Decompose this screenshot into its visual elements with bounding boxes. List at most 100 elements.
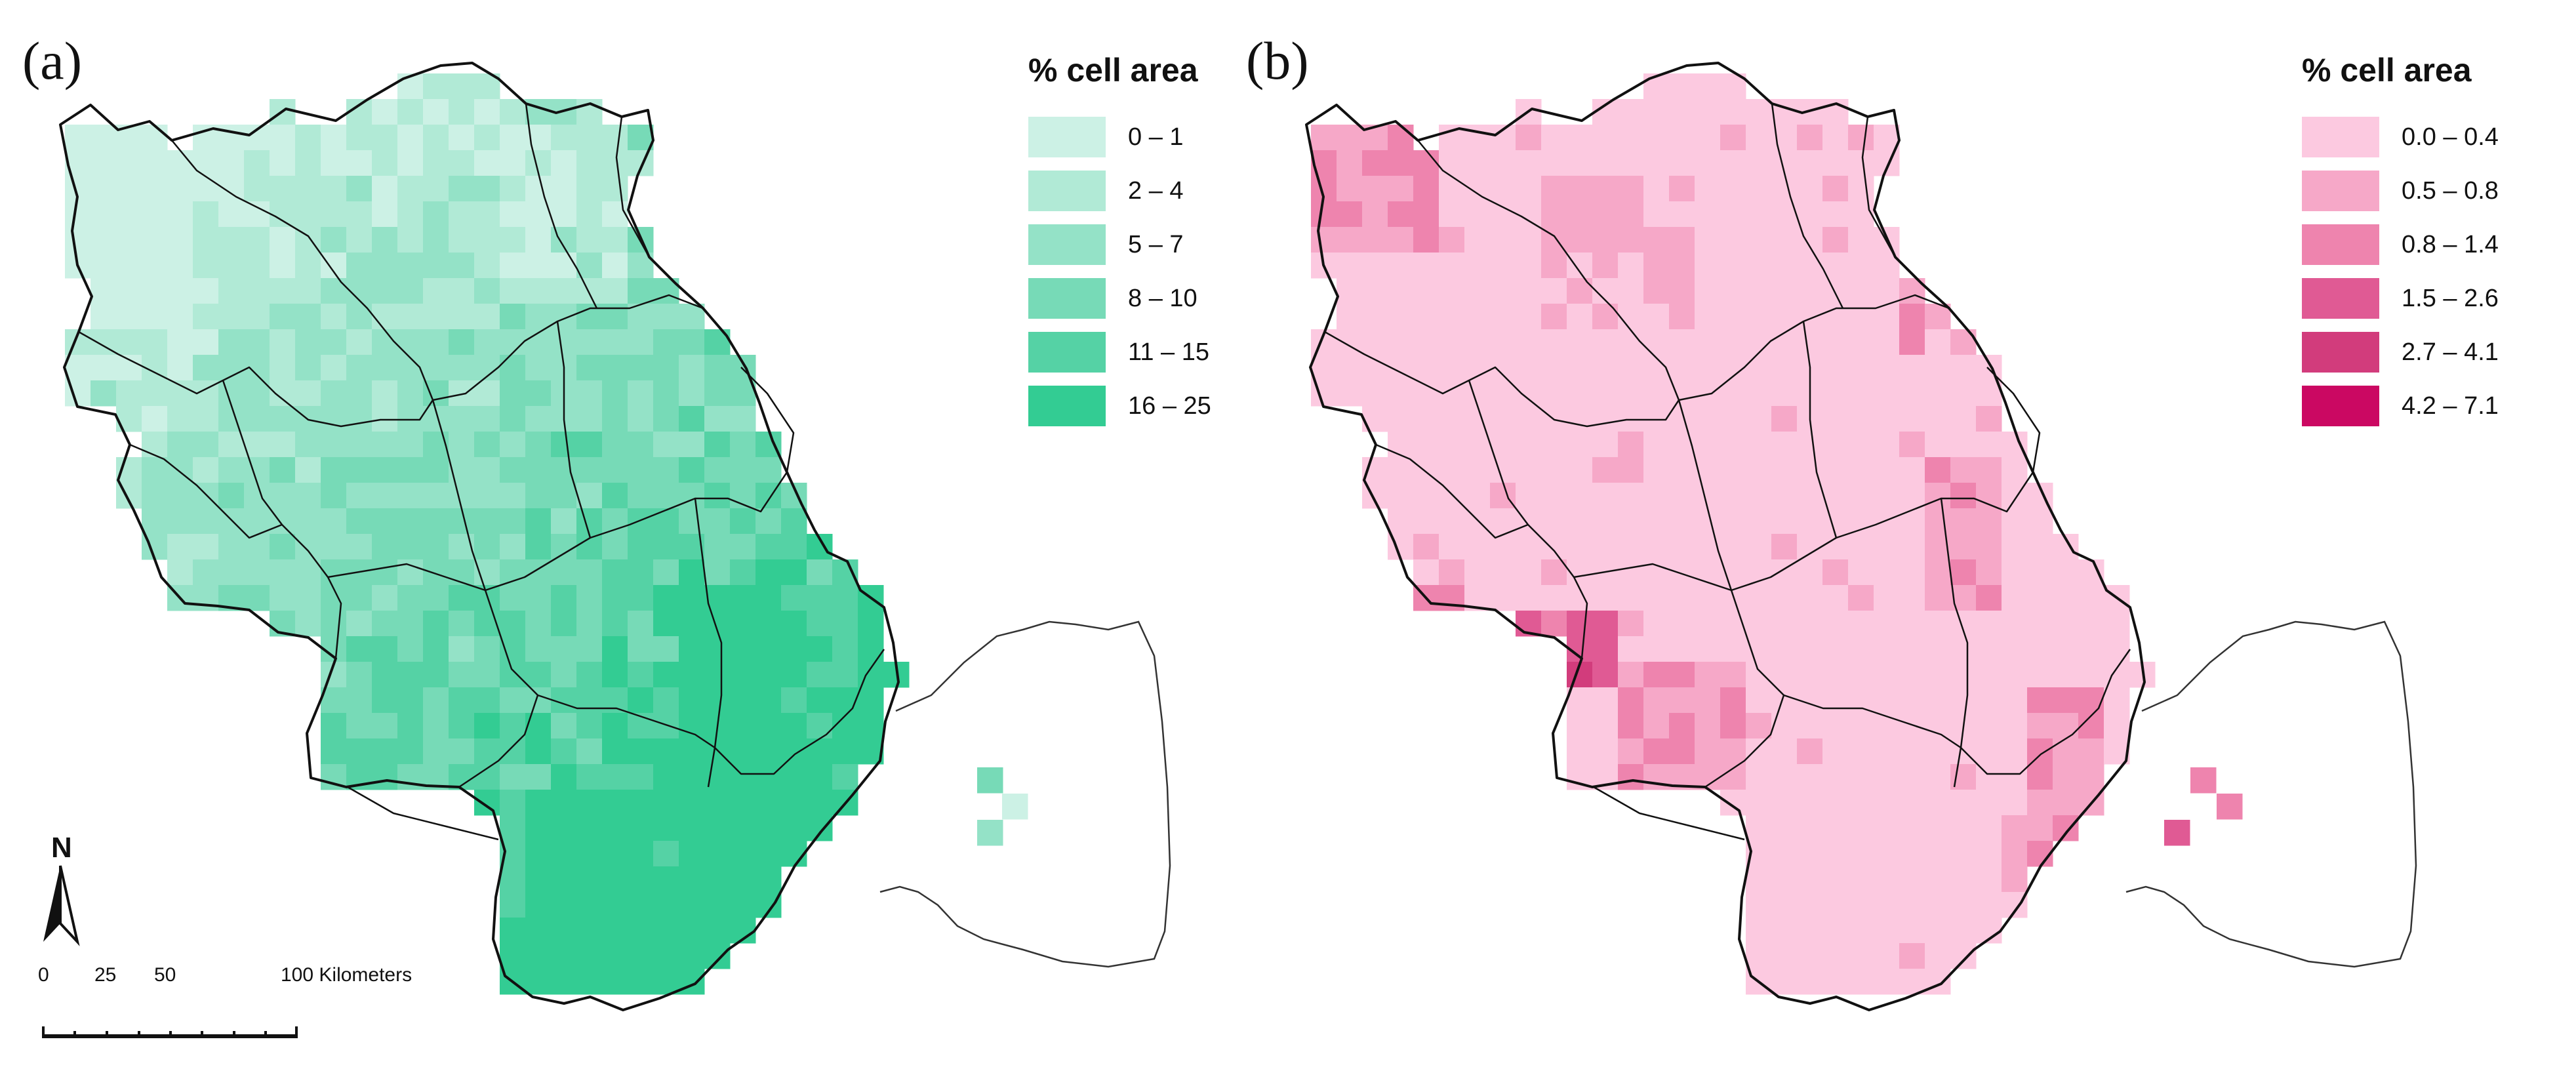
- raster-cell: [1413, 406, 1439, 432]
- raster-cell: [1490, 508, 1516, 535]
- raster-cell: [1925, 636, 1951, 662]
- raster-cell: [449, 380, 475, 407]
- raster-cell: [372, 125, 398, 151]
- raster-cell: [2002, 866, 2028, 893]
- raster-cell: [321, 329, 347, 355]
- raster-cell: [423, 432, 449, 458]
- raster-cell: [449, 99, 475, 125]
- raster-cell: [397, 125, 424, 151]
- raster-cell: [244, 457, 270, 483]
- raster-cell: [449, 585, 475, 611]
- raster-cell: [2027, 611, 2053, 637]
- raster-cell: [1899, 559, 1925, 586]
- raster-cell: [576, 764, 603, 790]
- raster-cell: [1618, 125, 1644, 151]
- raster-cell: [1899, 815, 1925, 841]
- raster-cell: [1822, 687, 1849, 714]
- raster-cell: [1746, 611, 1772, 637]
- raster-cell: [1950, 432, 1977, 458]
- raster-cell: [807, 764, 833, 790]
- raster-cell: [781, 790, 807, 816]
- raster-cell: [1848, 815, 1874, 841]
- raster-cell: [1746, 125, 1772, 151]
- raster-cell: [1695, 559, 1721, 586]
- raster-cell: [551, 150, 577, 176]
- raster-cell: [1362, 457, 1388, 483]
- raster-cell: [653, 611, 679, 637]
- raster-cell: [1874, 918, 1900, 944]
- raster-cell: [1822, 559, 1849, 586]
- raster-cell: [193, 432, 219, 458]
- raster-cell: [295, 201, 321, 228]
- raster-cell: [1822, 355, 1849, 381]
- raster-cell: [1746, 457, 1772, 483]
- raster-cell: [270, 585, 296, 611]
- raster-cell: [2027, 534, 2053, 560]
- raster-cell: [781, 662, 807, 688]
- raster-cell: [679, 432, 705, 458]
- raster-cell: [602, 585, 628, 611]
- raster-cell: [1669, 125, 1695, 151]
- raster-cell: [525, 790, 552, 816]
- raster-cell: [1874, 943, 1900, 969]
- raster-cell: [551, 278, 577, 304]
- raster-cell: [1388, 125, 1414, 151]
- raster-cell: [193, 176, 219, 202]
- raster-cell: [1618, 253, 1644, 279]
- raster-cell: [1362, 329, 1388, 355]
- raster-cell: [1592, 483, 1619, 509]
- raster-cell: [1746, 176, 1772, 202]
- raster-cell: [474, 201, 500, 228]
- raster-cell: [397, 432, 424, 458]
- subbasin-boundary: [1704, 695, 1785, 788]
- north-arrow-label: N: [51, 832, 72, 864]
- raster-cell: [346, 611, 372, 637]
- raster-cell: [1899, 508, 1925, 535]
- raster-cell: [1822, 841, 1849, 867]
- raster-cell: [1925, 713, 1951, 739]
- raster-cell: [1822, 738, 1849, 765]
- raster-cell: [602, 534, 628, 560]
- raster-cell: [1822, 201, 1849, 228]
- legend-b-title: % cell area: [2302, 52, 2472, 89]
- raster-cell: [270, 534, 296, 560]
- raster-cell: [1490, 585, 1516, 611]
- raster-cell: [755, 508, 782, 535]
- raster-cell: [218, 227, 245, 253]
- raster-cell: [1413, 432, 1439, 458]
- raster-cell: [423, 738, 449, 765]
- raster-cell: [423, 559, 449, 586]
- legend-b-swatch: [2302, 332, 2379, 373]
- raster-cell: [1976, 764, 2002, 790]
- raster-cell: [2078, 611, 2104, 637]
- raster-cell: [346, 304, 372, 330]
- raster-cell: [679, 611, 705, 637]
- raster-cell: [1720, 738, 1746, 765]
- raster-cell: [500, 918, 526, 944]
- raster-cell: [1439, 201, 1465, 228]
- raster-cell: [1874, 585, 1900, 611]
- legend-b-label: 4.2 – 7.1: [2402, 392, 2499, 420]
- raster-cell: [346, 713, 372, 739]
- raster-cell: [832, 738, 858, 765]
- raster-cell: [1874, 355, 1900, 381]
- legend-a-item: 0 – 1: [1028, 110, 1211, 164]
- raster-cell: [576, 253, 603, 279]
- raster-cell: [1592, 738, 1619, 765]
- raster-cell: [1720, 329, 1746, 355]
- raster-cell: [474, 406, 500, 432]
- raster-cell: [397, 483, 424, 509]
- raster-cell: [1439, 253, 1465, 279]
- raster-cell: [755, 636, 782, 662]
- raster-cell: [1771, 457, 1798, 483]
- raster-cell: [167, 201, 193, 228]
- raster-cell: [525, 892, 552, 918]
- raster-cell: [2002, 636, 2028, 662]
- raster-cell: [525, 687, 552, 714]
- raster-cell: [423, 355, 449, 381]
- raster-cell: [679, 355, 705, 381]
- raster-cell: [372, 201, 398, 228]
- raster-cell: [449, 150, 475, 176]
- raster-cell: [167, 380, 193, 407]
- raster-cell: [218, 457, 245, 483]
